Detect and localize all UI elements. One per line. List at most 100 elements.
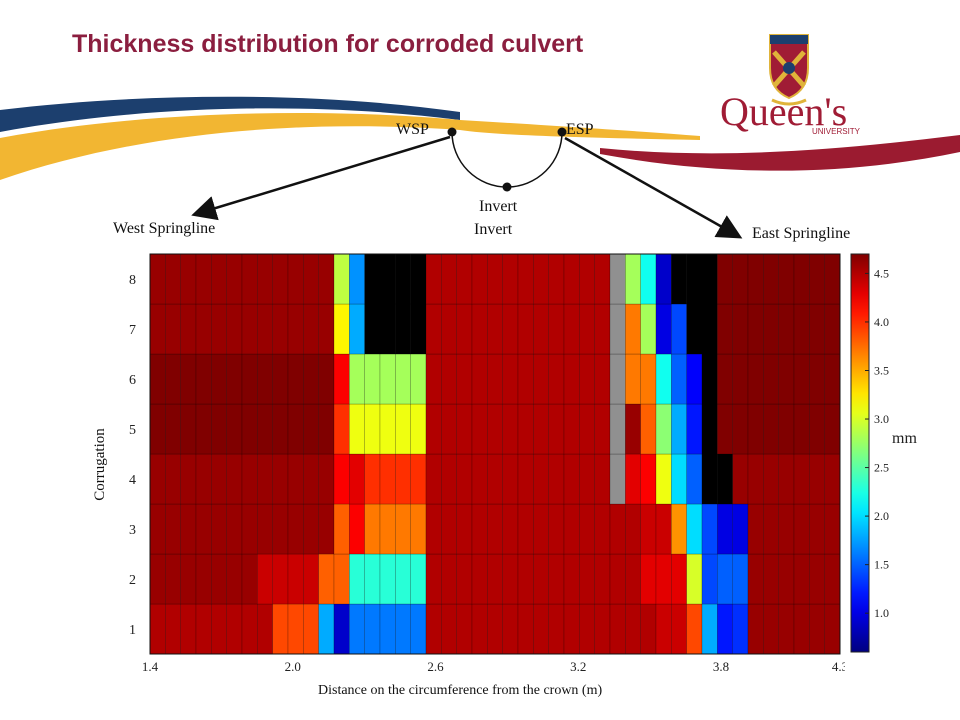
- heatmap-cell: [778, 503, 795, 555]
- heatmap-cell: [824, 253, 841, 305]
- heatmap-cell: [195, 303, 212, 355]
- heatmap-cell: [732, 503, 749, 555]
- heatmap-cell: [410, 253, 427, 305]
- heatmap-cell: [441, 303, 458, 355]
- heatmap-cell: [211, 553, 228, 605]
- heatmap-cell: [778, 553, 795, 605]
- heatmap-cell: [425, 603, 442, 655]
- heatmap-cell: [502, 603, 519, 655]
- heatmap-cell: [318, 403, 335, 455]
- heatmap-cell: [180, 553, 197, 605]
- heatmap-cell: [195, 503, 212, 555]
- heatmap-cell: [211, 353, 228, 405]
- heatmap-cell: [410, 603, 427, 655]
- heatmap-cell: [257, 403, 274, 455]
- heatmap-cell: [625, 403, 642, 455]
- heatmap-cell: [778, 303, 795, 355]
- heatmap-cell: [640, 403, 657, 455]
- heatmap-cell: [441, 503, 458, 555]
- heatmap-cell: [671, 403, 688, 455]
- heatmap-cell: [671, 503, 688, 555]
- heatmap-cell: [287, 603, 304, 655]
- colorbar-tick-label: 1.5: [874, 558, 889, 572]
- heatmap-cell: [211, 603, 228, 655]
- heatmap-cell: [732, 353, 749, 405]
- heatmap-cell: [149, 253, 166, 305]
- esp-point: [557, 127, 567, 137]
- heatmap-cell: [563, 453, 580, 505]
- heatmap-cell: [686, 403, 703, 455]
- heatmap-cell: [717, 353, 734, 405]
- heatmap-cell: [609, 503, 626, 555]
- heatmap-cell: [211, 403, 228, 455]
- heatmap-cell: [824, 553, 841, 605]
- heatmap-cell: [793, 553, 810, 605]
- heatmap-cell: [395, 553, 412, 605]
- heatmap-cell: [563, 353, 580, 405]
- heatmap-cell: [824, 503, 841, 555]
- heatmap-cell: [809, 603, 826, 655]
- heatmap-cell: [149, 303, 166, 355]
- y-tick-label: 6: [129, 373, 136, 388]
- west-springline-label: West Springline: [113, 220, 216, 237]
- heatmap-cell: [732, 253, 749, 305]
- heatmap-cell: [410, 353, 427, 405]
- heatmap-cell: [364, 553, 381, 605]
- heatmap-cell: [701, 353, 718, 405]
- heatmap-cell: [671, 453, 688, 505]
- heatmap-cell: [487, 353, 504, 405]
- heatmap-cell: [809, 403, 826, 455]
- heatmap-cell: [747, 453, 764, 505]
- heatmap-cell: [563, 603, 580, 655]
- heatmap-cell: [333, 253, 350, 305]
- colorbar-tick-label: 2.5: [874, 461, 889, 475]
- heatmap-cell: [579, 353, 596, 405]
- heatmap-cell: [809, 253, 826, 305]
- heatmap-cell: [272, 353, 289, 405]
- heatmap-cell: [379, 403, 396, 455]
- heatmap-cell: [287, 553, 304, 605]
- colorbar-tick-label: 1.0: [874, 606, 889, 620]
- heatmap-cell: [287, 303, 304, 355]
- heatmap-cell: [548, 503, 565, 555]
- heatmap-cell: [487, 453, 504, 505]
- heatmap-cell: [226, 453, 243, 505]
- heatmap-cell: [456, 303, 473, 355]
- heatmap-cell: [686, 253, 703, 305]
- y-tick-label: 2: [129, 573, 136, 588]
- heatmap-cell: [655, 403, 672, 455]
- heatmap-cell: [609, 553, 626, 605]
- heatmap-cell: [655, 603, 672, 655]
- heatmap-cell: [395, 303, 412, 355]
- heatmap-cell: [502, 253, 519, 305]
- heatmap-cell: [548, 603, 565, 655]
- colorbar-tick-label: 4.5: [874, 266, 889, 280]
- heatmap-cell: [149, 453, 166, 505]
- heatmap-cell: [594, 453, 611, 505]
- heatmap-cell: [778, 603, 795, 655]
- heatmap-cell: [793, 603, 810, 655]
- heatmap-cell: [165, 353, 182, 405]
- heatmap-cell: [349, 403, 366, 455]
- heatmap-cell: [379, 553, 396, 605]
- heatmap-cell: [533, 603, 550, 655]
- heatmap-cell: [747, 303, 764, 355]
- heatmap-cell: [241, 353, 258, 405]
- heatmap-cell: [732, 303, 749, 355]
- heatmap-cell: [548, 253, 565, 305]
- logo-wordmark: Queen's: [720, 89, 847, 134]
- heatmap-cell: [211, 253, 228, 305]
- heatmap-cell: [594, 503, 611, 555]
- heatmap-cell: [303, 303, 320, 355]
- heatmap-cell: [579, 453, 596, 505]
- heatmap-cell: [517, 553, 534, 605]
- heatmap-cell: [195, 403, 212, 455]
- heatmap-cell: [594, 603, 611, 655]
- heatmap-cell: [425, 553, 442, 605]
- heatmap-cell: [747, 403, 764, 455]
- heatmap-cell: [548, 403, 565, 455]
- y-axis-label: Corrugation: [91, 428, 108, 501]
- colorbar-tick-label: 3.5: [874, 363, 889, 377]
- heatmap-cell: [732, 603, 749, 655]
- heatmap-cell: [778, 403, 795, 455]
